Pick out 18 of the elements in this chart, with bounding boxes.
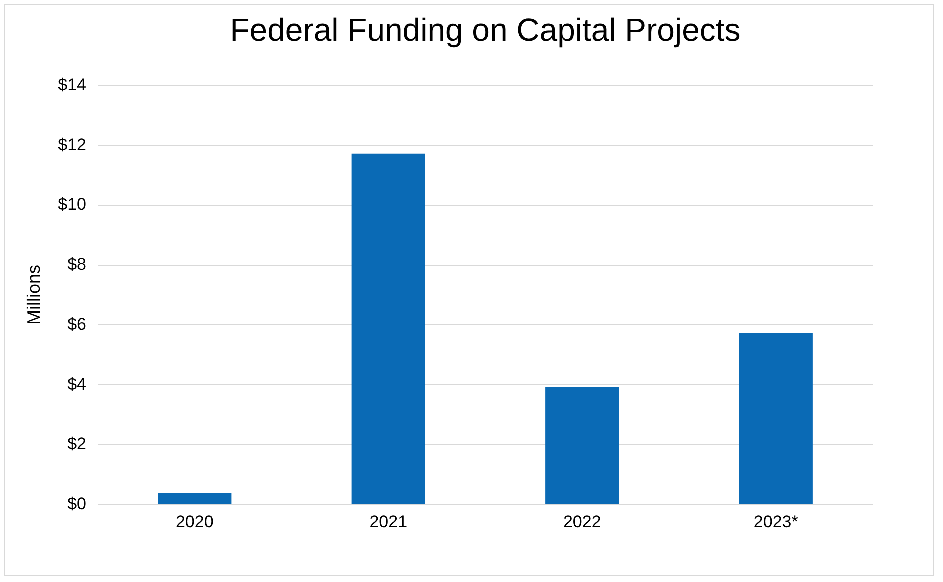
x-tick-label: 2020 [176, 512, 214, 532]
bar [546, 387, 620, 504]
y-tick-label: $8 [68, 255, 86, 274]
bar [158, 494, 232, 504]
x-tick-label: 2021 [370, 512, 408, 532]
x-tick-label: 2023* [754, 512, 799, 532]
bar [352, 154, 426, 504]
y-tick-label: $12 [58, 135, 86, 154]
chart-title: Federal Funding on Capital Projects [230, 12, 741, 48]
y-tick-label: $0 [68, 494, 86, 514]
x-tick-label: 2022 [563, 512, 602, 532]
y-tick-label: $6 [68, 314, 86, 334]
y-tick-label: $14 [58, 76, 86, 94]
y-axis-title: Millions [24, 264, 44, 326]
bar [739, 333, 813, 504]
y-tick-label: $2 [68, 434, 86, 454]
y-tick-label: $10 [58, 195, 86, 214]
y-tick-label: $4 [68, 374, 86, 394]
